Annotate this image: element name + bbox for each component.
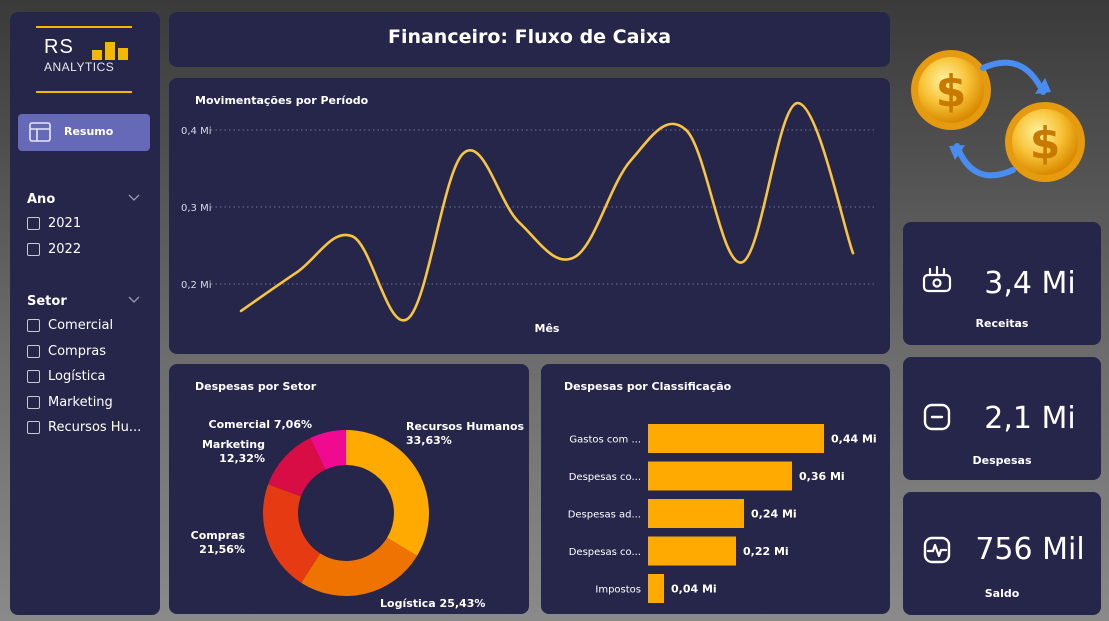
bar[interactable]	[648, 536, 736, 566]
bar-value-label: 0,44 Mi	[831, 433, 877, 446]
slice-label: Comercial 7,06%	[209, 418, 312, 431]
slice-value-label: 12,32%	[219, 452, 265, 465]
logo-text-rs: RS	[44, 36, 74, 58]
header: Financeiro: Fluxo de Caixa	[169, 12, 890, 67]
filter-title-ano: Ano	[27, 192, 56, 207]
filter-option-label: Marketing	[48, 394, 113, 410]
bar[interactable]	[648, 574, 664, 603]
kpi-label: Receitas	[975, 317, 1029, 330]
kpi-value: 3,4 Mi	[984, 266, 1076, 301]
checkbox[interactable]	[27, 216, 40, 230]
bar-chart[interactable]: Gastos com ... 0,44 Mi Despesas co... 0,36 …	[541, 364, 890, 614]
kpi-label: Saldo	[984, 587, 1020, 600]
page-title: Financeiro: Fluxo de Caixa	[387, 26, 672, 48]
checkbox[interactable]	[27, 344, 40, 358]
logo-bars-icon	[92, 42, 128, 60]
slice-value-label: 21,56%	[199, 543, 245, 556]
bar-category-label: Impostos	[595, 585, 641, 596]
bar-category-label: Despesas co...	[569, 547, 641, 558]
kpi-card-receitas: 3,4 Mi Receitas	[903, 222, 1101, 345]
bar[interactable]	[648, 499, 744, 528]
bar[interactable]	[648, 461, 792, 491]
checkbox[interactable]	[27, 395, 40, 409]
minus-icon	[923, 403, 951, 431]
kpi-card-saldo: 756 Mil Saldo	[903, 492, 1101, 615]
kpi-card-despesas: 2,1 Mi Despesas	[903, 357, 1101, 480]
resumo-label: Resumo	[64, 125, 114, 138]
bar-category-label: Gastos com ...	[569, 435, 641, 446]
slice-label: Compras	[191, 529, 246, 542]
filter-title-setor: Setor	[27, 294, 67, 309]
filter-option-comercial[interactable]: Comercial	[27, 316, 113, 334]
filter-option-label: Compras	[48, 343, 107, 359]
chevron-down-icon[interactable]	[128, 296, 140, 304]
slice-label: Recursos Humanos	[406, 420, 524, 433]
kpi-value: 756 Mil	[975, 532, 1085, 567]
checkbox[interactable]	[27, 318, 40, 332]
filter-option-label: 2021	[48, 215, 82, 231]
filter-option-label: Logística	[48, 368, 106, 384]
sidebar: RS ANALYTICS Resumo Ano 2021 2022 Setor …	[10, 12, 160, 615]
bar[interactable]	[648, 424, 824, 453]
filter-option-2021[interactable]: 2021	[27, 214, 81, 232]
filter-option-label: Recursos Hu...	[48, 419, 142, 435]
filter-option-marketing[interactable]: Marketing	[27, 393, 113, 411]
x-axis-label: Mês	[535, 322, 560, 335]
y-tick-label: 0,3 Mi	[181, 203, 212, 214]
filter-option-label: Comercial	[48, 317, 114, 333]
slice-value-label: 33,63%	[406, 434, 452, 447]
logo-text-analytics: ANALYTICS	[44, 60, 115, 74]
kpi-label: Despesas	[972, 454, 1032, 467]
kpi-value: 2,1 Mi	[984, 401, 1076, 436]
donut-slice[interactable]	[268, 438, 326, 497]
logo-top-line	[36, 26, 132, 28]
line-chart-card: Movimentações por Período 0,2 Mi 0,3 Mi 0,…	[169, 78, 890, 354]
slice-label: Marketing	[202, 438, 265, 451]
filter-option-logistica[interactable]: Logística	[27, 367, 105, 385]
bar-chart-card: Despesas por Classificação Gastos com ..…	[541, 364, 890, 614]
bar-category-label: Despesas ad...	[568, 510, 641, 521]
svg-text:$: $	[1030, 118, 1061, 169]
slice-label: Logística 25,43%	[380, 597, 485, 610]
donut-chart-title: Despesas por Setor	[195, 380, 317, 393]
filter-option-2022[interactable]: 2022	[27, 240, 81, 258]
svg-text:$: $	[936, 66, 967, 117]
checkbox[interactable]	[27, 242, 40, 256]
bar-value-label: 0,04 Mi	[671, 583, 717, 596]
bar-value-label: 0,22 Mi	[743, 545, 789, 558]
bar-chart-title: Despesas por Classificação	[564, 380, 732, 393]
bar-value-label: 0,36 Mi	[799, 470, 845, 483]
checkbox[interactable]	[27, 420, 40, 434]
bar-value-label: 0,24 Mi	[751, 508, 797, 521]
checkbox[interactable]	[27, 369, 40, 383]
layout-icon	[29, 122, 51, 142]
donut-slice[interactable]	[263, 484, 321, 583]
money-icon	[922, 265, 952, 293]
resumo-button[interactable]: Resumo	[18, 114, 150, 151]
filter-option-compras[interactable]: Compras	[27, 342, 106, 360]
filter-option-label: 2022	[48, 241, 82, 257]
y-tick-label: 0,4 Mi	[181, 126, 212, 137]
donut-slice[interactable]	[301, 537, 418, 596]
line-series[interactable]	[239, 101, 855, 322]
chevron-down-icon[interactable]	[128, 194, 140, 202]
donut-chart-card: Despesas por Setor Recursos Humanos 33,63…	[169, 364, 529, 614]
logo-bottom-line	[36, 91, 132, 93]
filter-option-recursos-humanos[interactable]: Recursos Hu...	[27, 418, 141, 436]
y-tick-label: 0,2 Mi	[181, 280, 212, 291]
bar-category-label: Despesas co...	[569, 472, 641, 483]
donut-slice[interactable]	[310, 430, 346, 470]
coins-exchange-icon: $ $	[911, 50, 1085, 182]
line-chart[interactable]: 0,2 Mi 0,3 Mi 0,4 Mi Mês	[169, 78, 890, 354]
line-chart-title: Movimentações por Período	[195, 94, 369, 107]
logo: RS ANALYTICS	[36, 26, 132, 93]
pulse-icon	[923, 536, 951, 564]
donut-slice[interactable]	[346, 430, 429, 556]
